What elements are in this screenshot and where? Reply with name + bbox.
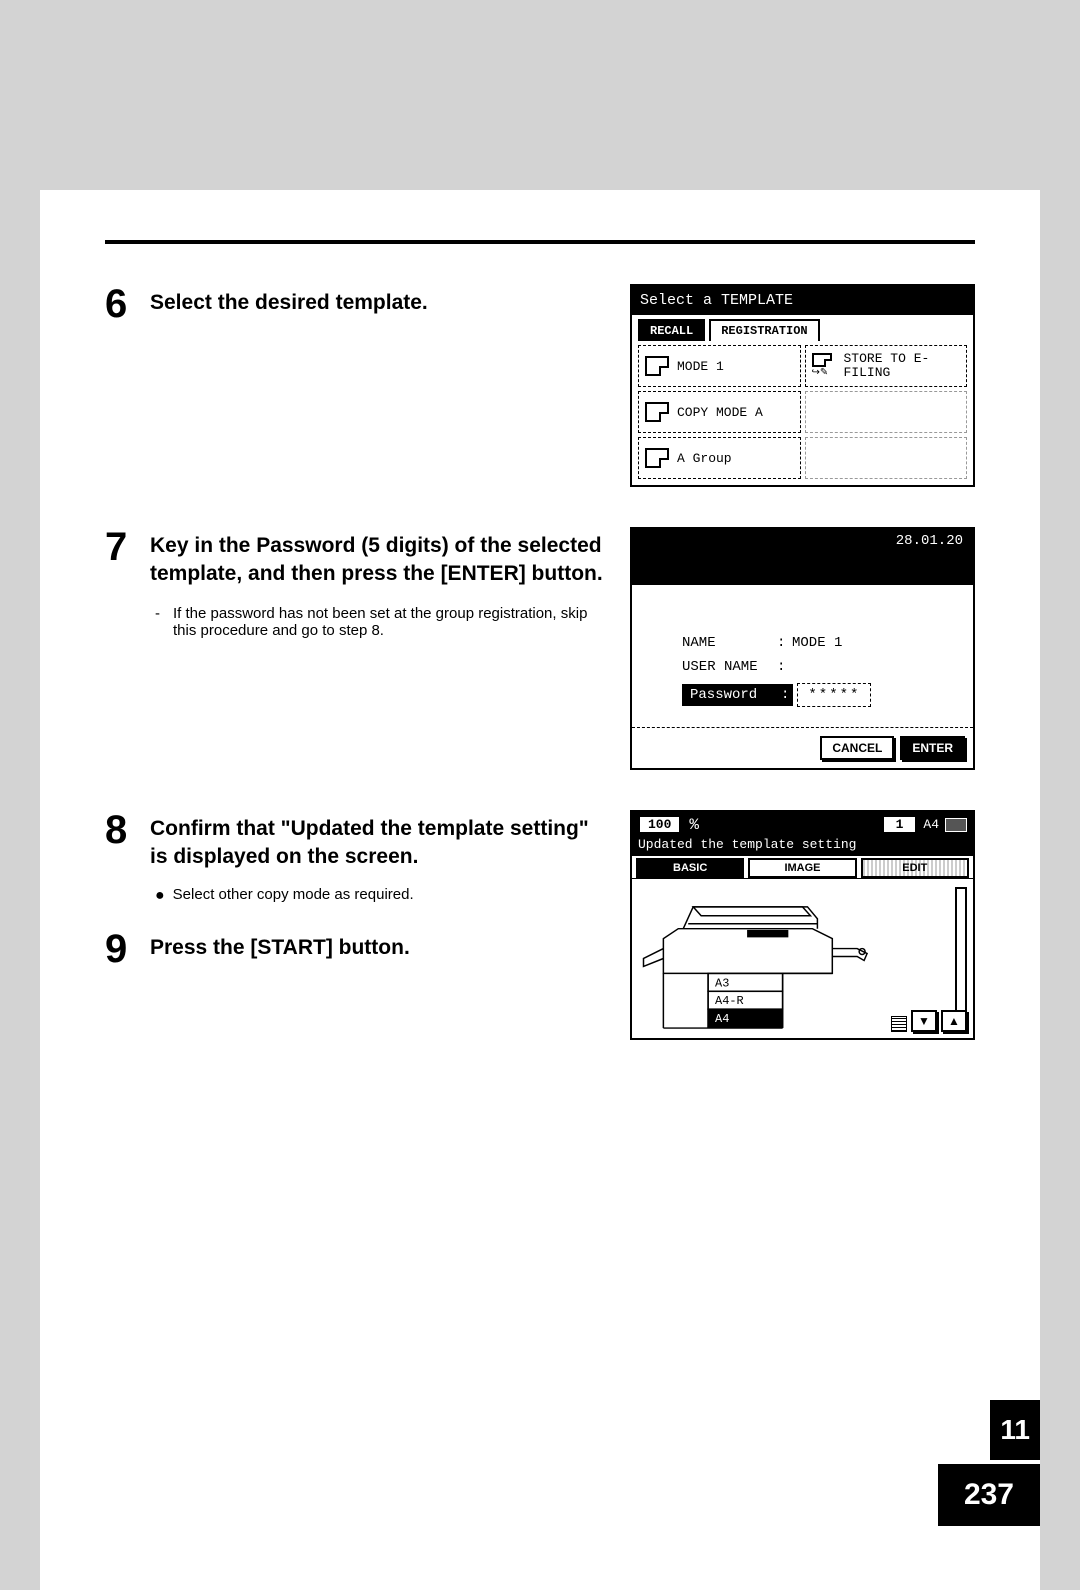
- screenshot-copier: 100 % 1 A4 Updated the template setting …: [630, 810, 975, 1040]
- cancel-button: CANCEL: [820, 736, 894, 760]
- bullet-icon: ●: [155, 886, 165, 905]
- step-9-title: Press the [START] button.: [150, 929, 410, 962]
- ss3-status: Updated the template setting: [632, 837, 973, 856]
- ss3-tab-basic: BASIC: [636, 858, 744, 878]
- chapter-tab: 11: [990, 1400, 1040, 1460]
- document-icon: [645, 356, 669, 376]
- ss3-pct: %: [689, 816, 699, 834]
- up-button: ▲: [941, 1010, 967, 1032]
- step-8-title: Confirm that "Updated the template setti…: [150, 810, 610, 872]
- step-6-number: 6: [105, 284, 140, 324]
- step-8: 8 Confirm that "Updated the template set…: [105, 810, 975, 1040]
- tray-label-a4: A4: [715, 1012, 729, 1026]
- screenshot-template-list: Select a TEMPLATE RECALL REGISTRATION MO…: [630, 284, 975, 487]
- page: 6 Select the desired template. Select a …: [40, 190, 1040, 1590]
- ss1-cell-empty-2: [805, 437, 968, 479]
- ss1-cell-store-label: STORE TO E-FILING: [844, 352, 961, 381]
- ss3-tab-image: IMAGE: [748, 858, 856, 878]
- step-7: 7 Key in the Password (5 digits) of the …: [105, 527, 975, 770]
- ss1-cell-agroup: A Group: [638, 437, 801, 479]
- tray-label-a3: A3: [715, 976, 729, 990]
- scroll-indicator-right: [955, 887, 967, 1017]
- ss2-name-label: NAME: [682, 635, 777, 651]
- ss1-cell-copymode-label: COPY MODE A: [677, 405, 763, 420]
- ss2-password-value: *****: [797, 683, 871, 707]
- content-area: 6 Select the desired template. Select a …: [40, 190, 1040, 1040]
- step-7-title: Key in the Password (5 digits) of the se…: [150, 527, 610, 589]
- ss2-name-value: MODE 1: [792, 635, 842, 651]
- top-gray-bar: [0, 0, 1080, 130]
- screenshot-password: 28.01.20 NAME : MODE 1 USER NAME :: [630, 527, 975, 770]
- document-icon: [645, 448, 669, 468]
- orientation-icon: [945, 818, 967, 832]
- ss3-tab-edit: EDIT: [861, 858, 969, 878]
- step-6-title: Select the desired template.: [150, 284, 428, 317]
- ss3-zoom: 100: [638, 815, 681, 834]
- ss1-cell-mode1-label: MODE 1: [677, 359, 724, 374]
- step-8-bullet-text: Select other copy mode as required.: [173, 886, 414, 903]
- ss1-cell-empty-1: [805, 391, 968, 433]
- ss2-date: 28.01.20: [632, 529, 973, 585]
- tray-label-a4r: A4-R: [715, 994, 744, 1008]
- step-8-number: 8: [105, 810, 140, 850]
- colon: :: [777, 684, 793, 706]
- step-8-bullet: ● Select other copy mode as required.: [155, 886, 610, 905]
- efiling-icon: ↪✎: [812, 353, 836, 379]
- ss1-cell-store: ↪✎ STORE TO E-FILING: [805, 345, 968, 387]
- ss2-user-label: USER NAME: [682, 659, 777, 675]
- ss2-password-label: Password: [682, 684, 777, 706]
- top-divider: [105, 240, 975, 244]
- enter-button: ENTER: [900, 736, 965, 760]
- ss3-count: 1: [882, 815, 918, 834]
- dash: -: [155, 605, 173, 639]
- step-7-number: 7: [105, 527, 140, 567]
- step-6: 6 Select the desired template. Select a …: [105, 284, 975, 487]
- colon: :: [777, 635, 792, 651]
- step-9-number: 9: [105, 929, 140, 969]
- ss1-cell-agroup-label: A Group: [677, 451, 732, 466]
- ss1-cell-mode1: MODE 1: [638, 345, 801, 387]
- document-icon: [645, 402, 669, 422]
- density-icon: [891, 1016, 907, 1032]
- colon: :: [777, 659, 792, 675]
- ss1-tab-registration: REGISTRATION: [709, 319, 819, 341]
- ss1-cell-copymode: COPY MODE A: [638, 391, 801, 433]
- page-number: 237: [938, 1464, 1040, 1526]
- ss3-paper-top: A4: [923, 817, 939, 832]
- ss1-header: Select a TEMPLATE: [632, 286, 973, 315]
- step-7-note: - If the password has not been set at th…: [155, 605, 610, 639]
- down-button: ▼: [911, 1010, 937, 1032]
- ss1-tab-recall: RECALL: [638, 319, 705, 341]
- step-7-note-text: If the password has not been set at the …: [173, 605, 610, 639]
